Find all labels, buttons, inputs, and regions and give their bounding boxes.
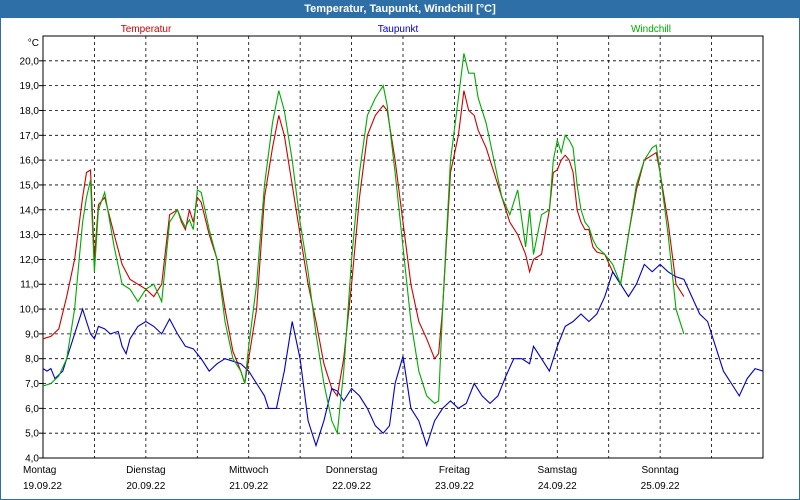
x-tick-date-label: 19.09.22 (23, 481, 62, 492)
x-tick-weekday-label: Mittwoch (229, 465, 268, 476)
y-tick-label: 12,0 (20, 255, 40, 266)
x-tick-date-label: 25.09.22 (641, 481, 680, 492)
x-tick-date-label: 24.09.22 (538, 481, 577, 492)
y-tick-label: 14,0 (20, 205, 40, 216)
y-tick-label: 19,0 (20, 81, 40, 92)
legend-entry-windchill: Windchill (631, 24, 671, 35)
y-tick-label: 20,0 (20, 56, 40, 67)
series-line-windchill (42, 53, 685, 436)
y-tick-label: 11,0 (20, 280, 39, 291)
y-tick-label: 16,0 (20, 156, 40, 167)
x-tick-weekday-label: Freitag (439, 465, 470, 476)
y-tick-label: 10,0 (20, 305, 40, 316)
y-tick-label: 7,0 (25, 379, 39, 390)
x-tick-weekday-label: Samstag (538, 465, 577, 476)
series-line-taupunkt (42, 263, 764, 448)
legend-entry-taupunkt: Taupunkt (378, 24, 419, 35)
y-tick-label: 18,0 (20, 106, 40, 117)
y-tick-label: 17,0 (20, 131, 40, 142)
x-tick-weekday-label: Montag (23, 465, 56, 476)
x-tick-date-label: 20.09.22 (126, 481, 165, 492)
legend-entry-temperatur: Temperatur (121, 24, 172, 35)
x-tick-date-label: 21.09.22 (229, 481, 268, 492)
x-tick-weekday-label: Sonntag (642, 465, 679, 476)
chart-title: Temperatur, Taupunkt, Windchill [°C] (304, 3, 496, 15)
chart-canvas: 4,0 5,0 6,0 7,0 8,0 9,0 10,0 11,0 12,0 13,0 14,0 15… (20, 24, 764, 492)
chart-frame: 4,0 5,0 6,0 7,0 8,0 9,0 10,0 11,0 12,0 13,0 14,0 15… (0, 18, 800, 500)
y-tick-label: 6,0 (25, 404, 39, 415)
y-tick-label: 5,0 (25, 429, 39, 440)
series-line-temperatur (42, 90, 685, 398)
x-tick-date-label: 23.09.22 (435, 481, 474, 492)
chart-title-bar: Temperatur, Taupunkt, Windchill [°C] (0, 0, 800, 18)
y-tick-label: 13,0 (20, 230, 40, 241)
y-tick-label: 4,0 (25, 454, 39, 465)
y-tick-label: 8,0 (25, 354, 39, 365)
y-axis-unit-label: °C (28, 38, 39, 49)
x-tick-date-label: 22.09.22 (332, 481, 371, 492)
x-tick-weekday-label: Dienstag (126, 465, 165, 476)
y-tick-label: 15,0 (20, 180, 40, 191)
y-tick-label: 9,0 (25, 329, 39, 340)
x-tick-weekday-label: Donnerstag (326, 465, 378, 476)
